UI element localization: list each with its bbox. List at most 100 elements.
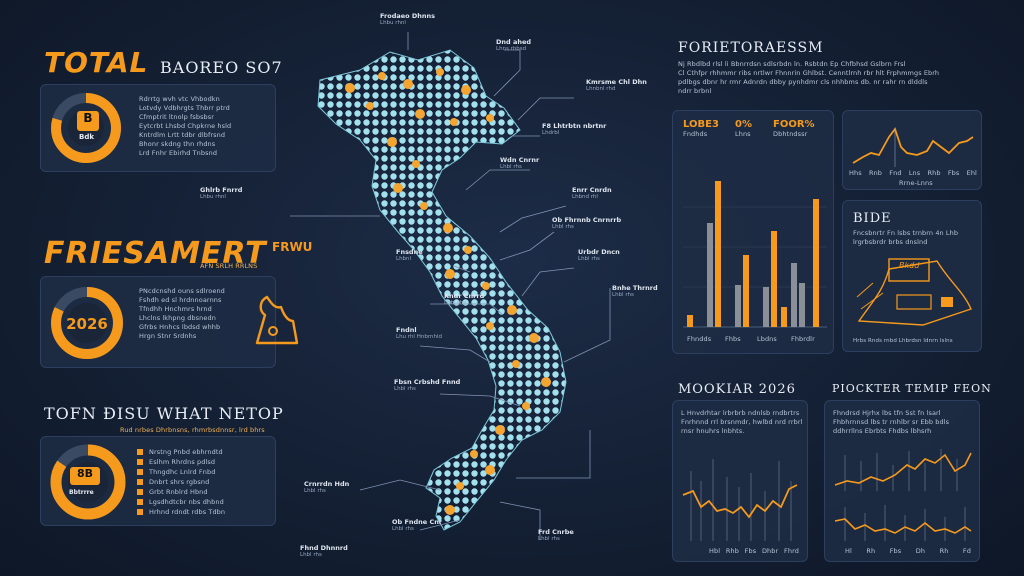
title-total-sub: BAOREO SO7	[160, 58, 283, 77]
map-label: Ob Fndne Cnr Lhbl rhs	[392, 518, 443, 532]
legend-item: Hrhnd rdndt rdbs Tdbn	[137, 507, 273, 517]
bide-note: Bkdd	[899, 261, 920, 270]
line-chart-3b	[834, 505, 972, 541]
map-label: Fbsn Crbshd Fnnd Lhbl rhs	[394, 378, 461, 392]
text-line: Fnrhnnd rrl brsnmdr, hwlbd nrd rrbrl	[681, 418, 803, 426]
map-label: Crnrrdn Hdn Lhbl rhs	[304, 480, 350, 494]
x-tick: Fhndds	[687, 335, 712, 343]
donut-3-value: 8B	[70, 467, 100, 485]
bide-footer: Hrbs Rnds rnbd Lhbrdsn ldnrn lslns	[853, 338, 953, 344]
summary-panel-1: B Bdk Rdrrtg wvh vtc Vhbodkn Lotvdy Vdbh…	[40, 84, 276, 172]
map-label: Frd Cnrbe Lhbl rhs	[538, 528, 574, 542]
map-label: Wdn Cnrnr Lhbl rhs	[500, 156, 540, 170]
text-line: PNcdcnshd ouns sdlroend	[139, 287, 225, 295]
line-chart-panel-2: L Hnvdrhtar lrbrbrb ndnlsb rndbrtrs Fnrh…	[672, 400, 808, 562]
donut-1-sub: Bdk	[79, 133, 95, 141]
line-chart-1	[852, 127, 974, 167]
map-label: Fnsdne Lhbnl	[396, 248, 423, 262]
text-line: Fshdh ed sl hrdnnoarnns	[139, 296, 222, 304]
piockter-text: Fhndrsd Hjrhx lbs tfn Sst fn lsarl Fhbhr…	[833, 409, 977, 436]
summary-panel-2: 2026 PNcdcnshd ouns sdlroend Fshdh ed sl…	[40, 276, 299, 368]
stat-value: 0%	[735, 119, 752, 130]
donut-3-sub: Bbtrrre	[69, 489, 94, 496]
stat-block: 0% Lhns	[735, 119, 752, 139]
x-tick: Hhs	[849, 169, 862, 177]
map-label: Fndnl Lhu rhl Hnbrnhld	[396, 326, 442, 340]
bide-panel: BIDE Fncsbnrtr Fn lsbs trnbrn 4n Lhb lrg…	[842, 200, 982, 352]
x-tick: Dhbr	[761, 547, 779, 555]
map-label: Bnhe Thrnrd Lhbl rhs	[612, 284, 658, 298]
line-1-xaxis: Hhs Rnb Fnd Lns Rhb Fbs Ehl	[849, 169, 977, 178]
text-line: Hrgn Stnr Srdnhs	[139, 332, 197, 340]
title-friesamert: FRIESAMERT	[44, 236, 267, 271]
line-2-xaxis: Hbl Rhb Fbs Dhbr Fhrd	[709, 547, 799, 556]
x-tick: Rh	[939, 547, 949, 555]
text-line: Bhonr skdng thn rhdns	[139, 140, 216, 148]
x-tick: Hbl	[709, 547, 721, 555]
donut-2-value: 2026	[66, 315, 108, 333]
map-label: Frodaeo Dhnns Lhbu rhnl	[380, 12, 436, 26]
map-label: Enrr Cnrdn Lhbnd rhl	[572, 186, 612, 200]
title-tofn: TOFN ÐISU WHAT NETOP	[44, 404, 284, 423]
x-tick: Fbs	[744, 547, 757, 555]
line-chart-3a	[834, 449, 972, 491]
legend-item: Dnbrt shrs rgbsnd	[137, 477, 273, 487]
map-label: Dnd ahed Lhns rhbsd	[496, 38, 532, 52]
legend-item: Eslhm Rhrdns pdlsd	[137, 457, 273, 467]
x-tick: Rnb	[868, 169, 883, 177]
bar-chart-panel: LOBE3 Fndhds 0% Lhns FOOR% Dbhtndssr Fhn…	[672, 110, 834, 354]
x-tick: Fbs	[947, 169, 960, 177]
x-tick: Lbdns	[757, 335, 777, 343]
x-tick: Rh	[866, 547, 876, 555]
mookiar-text: L Hnvdrhtar lrbrbrb ndnlsb rndbrtrs Fnrh…	[681, 409, 805, 436]
title-total: TOTAL	[44, 46, 149, 79]
text-line: Cl Cthfpr rhhmmr ribs nrtlwr Fhnnrin Ghl…	[678, 69, 940, 77]
stat-label: Fndhds	[683, 130, 708, 138]
summary-text-2: PNcdcnshd ouns sdlroend Fshdh ed sl hrdn…	[139, 287, 249, 341]
x-tick: Fhbrdlr	[791, 335, 815, 343]
line-chart-panel-3: Fhndrsd Hjrhx lbs tfn Sst fn lsarl Fhbhr…	[824, 400, 980, 562]
title-piockter: PIOCKTER TEMIP FEON	[832, 382, 992, 395]
x-tick: Rhb	[725, 547, 739, 555]
text-line: Lotvdy Vdbhrgts Thbrr ptrd	[139, 104, 230, 112]
x-tick: Lns	[908, 169, 921, 177]
text-line: ddhrrllns Ebrbts Fhdbs lbhsrh	[833, 427, 932, 435]
text-line: Eytcrbt Lhsbd Chpkrne hsld	[139, 122, 232, 130]
map-label: Urbdr Dncn Lhbl rhs	[578, 248, 620, 262]
x-tick: Rhb	[927, 169, 941, 177]
donut-1-value: B	[77, 111, 99, 131]
x-tick: Fd	[962, 547, 971, 555]
title-friesamert-tag: FRWU	[272, 240, 313, 254]
x-tick: Hl	[845, 547, 852, 555]
x-tick: Fhbs	[725, 335, 741, 343]
stat-block: FOOR% Dbhtndssr	[773, 119, 815, 139]
bide-title: BIDE	[853, 211, 892, 226]
text-line: Nj Rbdlbd rlsl li Bbnrrdsn sdlsrbdn ln. …	[678, 60, 906, 68]
legend-item: Thngdhc Lnlrd Fnbd	[137, 467, 273, 477]
text-line: Fncsbnrtr Fn lsbs trnbrn 4n Lhb	[853, 229, 959, 237]
text-line: Cfmptrit ltnolp fsbsbsr	[139, 113, 215, 121]
stat-value: FOOR%	[773, 119, 815, 130]
x-tick: Dh	[915, 547, 926, 555]
donut-chart-2	[51, 287, 123, 359]
text-line: Gfrbs Hnhcs lbdsd whhb	[139, 323, 221, 331]
text-line: rnsr hnuhrs lnbhts.	[681, 427, 745, 435]
title-mookiar: MOOKIAR 2026	[678, 382, 796, 397]
legend-list: Nrstng Pnbd ebhrndtd Eslhm Rhrdns pdlsd …	[137, 447, 273, 517]
stat-value: LOBE3	[683, 119, 719, 130]
text-line: Kntrdlm Lrtt tdbr dlbfrsnd	[139, 131, 226, 139]
stat-label: Lhns	[735, 130, 751, 138]
text-line: L Hnvdrhtar lrbrbrb ndnlsb rndbrtrs	[681, 409, 800, 417]
map-label: Kmrsme Chl Dhn Lhnbnl rhd	[586, 78, 647, 92]
intro-text-right: Nj Rbdlbd rlsl li Bbnrrdsn sdlsrbdn ln. …	[678, 60, 978, 96]
stat-block: LOBE3 Fndhds	[683, 119, 719, 139]
title-tofn-sub: Rud nrbes Dhrbnsns, rhmrbsdnnsr, lrd bhr…	[120, 426, 265, 434]
legend-item: Nrstng Pnbd ebhrndtd	[137, 447, 273, 457]
text-line: Rdrrtg wvh vtc Vhbodkn	[139, 95, 220, 103]
bar-chart	[683, 181, 827, 328]
stat-label: Dbhtndssr	[773, 130, 808, 138]
title-friesamert-sub: AFN SRLH RRLNS	[200, 262, 258, 270]
cheese-icon	[255, 295, 299, 345]
x-tick: Fbs	[889, 547, 902, 555]
map-highlights	[345, 68, 551, 515]
